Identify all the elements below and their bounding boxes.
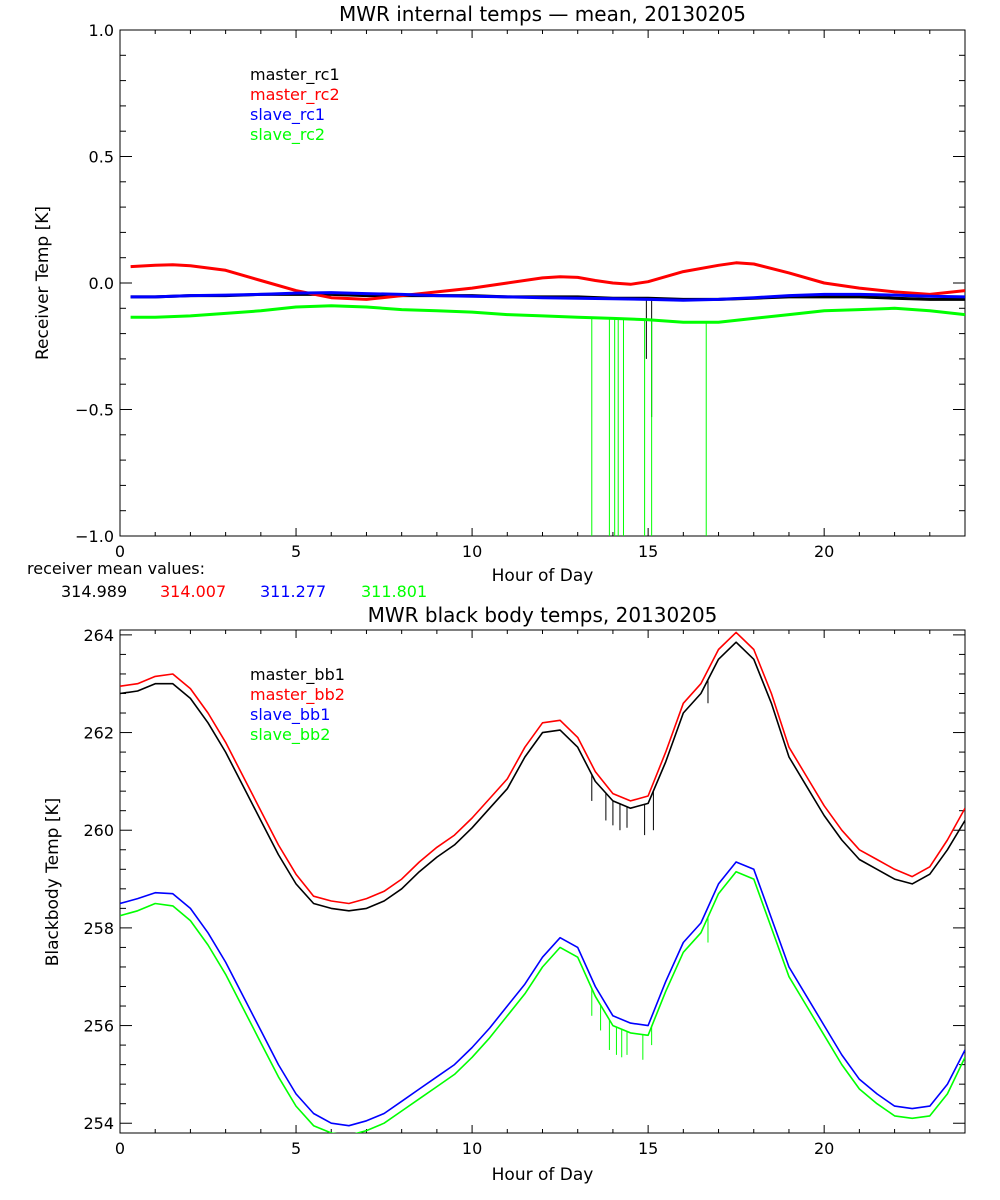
y-tick-label: 264 bbox=[83, 626, 114, 645]
series-line-master-bb1 bbox=[120, 641, 965, 912]
series-line-slave-rc2 bbox=[130, 304, 965, 324]
y-tick-label: 258 bbox=[83, 919, 114, 938]
chart-title: MWR black body temps, 20130205 bbox=[368, 603, 718, 627]
x-tick-label: 5 bbox=[291, 1139, 301, 1158]
x-tick-label: 0 bbox=[115, 542, 125, 561]
x-tick-label: 10 bbox=[462, 1139, 482, 1158]
legend-entry-master-bb1: master_bb1 bbox=[250, 665, 345, 685]
receiver-mean-value-master-rc1: 314.989 bbox=[61, 582, 127, 601]
y-axis-label: Receiver Temp [K] bbox=[33, 206, 53, 360]
receiver-mean-value-master-rc2: 314.007 bbox=[160, 582, 226, 601]
y-tick-label: 262 bbox=[83, 724, 114, 743]
y-tick-label: 254 bbox=[83, 1114, 114, 1133]
blackbody-temps-panel: 0 5 10 15 20 254 256 258 260 262 264 MWR black body… bbox=[43, 603, 966, 1185]
y-tick-label: 0.0 bbox=[89, 274, 114, 293]
y-axis-label: Blackbody Temp [K] bbox=[43, 798, 63, 967]
legend-entry-master-rc2: master_rc2 bbox=[250, 85, 340, 105]
legend-entry-slave-bb1: slave_bb1 bbox=[250, 705, 330, 725]
y-tick-label: −0.5 bbox=[75, 401, 114, 420]
series-line-slave-bb2 bbox=[120, 870, 965, 1133]
x-axis-label: Hour of Day bbox=[492, 1165, 594, 1185]
legend-entry-master-rc1: master_rc1 bbox=[250, 65, 340, 85]
y-tick-label: 1.0 bbox=[89, 21, 114, 40]
y-tick-label: 0.5 bbox=[89, 148, 114, 167]
series-group bbox=[130, 261, 965, 536]
legend-entry-slave-rc2: slave_rc2 bbox=[250, 125, 325, 145]
legend-entry-slave-rc1: slave_rc1 bbox=[250, 105, 325, 125]
chart-title: MWR internal temps — mean, 20130205 bbox=[339, 2, 746, 26]
y-tick-label: 260 bbox=[83, 821, 114, 840]
receiver-temps-panel: 0 5 10 15 20 −1.0 −0.5 0.0 0.5 1.0 MWR internal te… bbox=[33, 2, 966, 586]
x-tick-label: 15 bbox=[638, 1139, 658, 1158]
x-tick-label: 15 bbox=[638, 542, 658, 561]
receiver-mean-label: receiver mean values: bbox=[27, 559, 205, 578]
receiver-mean-value-slave-rc2: 311.801 bbox=[361, 582, 427, 601]
series-line-slave-rc1 bbox=[130, 291, 965, 302]
series-group bbox=[120, 631, 965, 1133]
receiver-mean-values: receiver mean values: 314.989 314.007 31… bbox=[27, 559, 427, 601]
x-axis-label: Hour of Day bbox=[492, 566, 594, 586]
series-line-master-rc2 bbox=[130, 261, 965, 301]
y-tick-label: −1.0 bbox=[75, 527, 114, 546]
plot-frame bbox=[119, 29, 966, 537]
legend-entry-slave-bb2: slave_bb2 bbox=[250, 725, 330, 745]
x-tick-label: 5 bbox=[291, 542, 301, 561]
series-line-master-bb2 bbox=[120, 631, 965, 905]
receiver-mean-value-slave-rc1: 311.277 bbox=[260, 582, 326, 601]
x-tick-label: 20 bbox=[814, 1139, 834, 1158]
x-tick-label: 0 bbox=[115, 1139, 125, 1158]
x-tick-label: 20 bbox=[814, 542, 834, 561]
y-tick-label: 256 bbox=[83, 1017, 114, 1036]
x-tick-label: 10 bbox=[462, 542, 482, 561]
legend-entry-master-bb2: master_bb2 bbox=[250, 685, 345, 705]
series-line-slave-bb1 bbox=[120, 861, 965, 1127]
